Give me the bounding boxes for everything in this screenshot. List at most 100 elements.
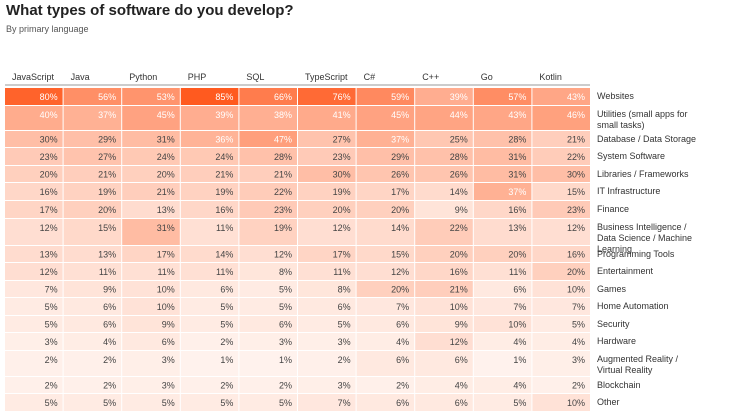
heatmap-cell <box>239 316 297 332</box>
heatmap-cell <box>415 281 473 297</box>
heatmap-cell <box>180 88 239 105</box>
heatmap-cell <box>473 246 532 262</box>
cell-value-label: 8% <box>338 285 351 295</box>
cell-value-label: 9% <box>103 285 116 295</box>
heatmap-cell <box>298 219 356 245</box>
row-label-it-infrastructure: IT Infrastructure <box>597 186 660 196</box>
heatmap-cell <box>180 183 239 200</box>
heatmap-cell <box>298 246 356 262</box>
heatmap-cell <box>5 316 63 332</box>
column-header-typescript: TypeScript <box>305 72 348 82</box>
heatmap-cell <box>298 333 356 350</box>
heatmap-cell <box>473 394 532 411</box>
cell-value-label: 7% <box>572 302 585 312</box>
heatmap-cell <box>356 88 415 105</box>
column-header-javascript: JavaScript <box>12 72 55 82</box>
cell-value-label: 5% <box>103 398 116 408</box>
column-header-java: Java <box>71 72 90 82</box>
heatmap-cell <box>239 148 297 165</box>
heatmap-cell <box>5 166 63 182</box>
cell-value-label: 10% <box>508 320 526 330</box>
cell-value-label: 6% <box>338 302 351 312</box>
cell-value-label: 10% <box>157 302 175 312</box>
cell-value-label: 24% <box>215 152 233 162</box>
heatmap-cell <box>532 201 590 218</box>
cell-value-label: 7% <box>396 302 409 312</box>
cell-value-label: 31% <box>508 170 526 180</box>
cell-value-label: 16% <box>508 205 526 215</box>
chart-subtitle: By primary language <box>6 24 89 34</box>
heatmap-cell <box>356 246 415 262</box>
heatmap-cell <box>356 131 415 147</box>
cell-value-label: 4% <box>572 337 585 347</box>
cell-value-label: 39% <box>215 110 233 120</box>
cell-value-label: 20% <box>98 205 116 215</box>
cell-value-label: 30% <box>40 135 58 145</box>
cell-value-label: 22% <box>450 223 468 233</box>
heatmap-cell <box>356 351 415 376</box>
cell-value-label: 2% <box>338 355 351 365</box>
heatmap-cell <box>415 219 473 245</box>
cell-value-label: 5% <box>45 398 58 408</box>
cell-value-label: 22% <box>567 152 585 162</box>
cell-value-label: 30% <box>567 170 585 180</box>
cell-value-label: 5% <box>513 398 526 408</box>
cell-value-label: 66% <box>274 92 292 102</box>
cell-value-label: 28% <box>274 152 292 162</box>
cell-value-label: 27% <box>333 135 351 145</box>
heatmap-cell <box>63 88 122 105</box>
cell-value-label: 45% <box>391 110 409 120</box>
heatmap-cell <box>122 316 180 332</box>
cell-value-label: 2% <box>572 381 585 391</box>
heatmap-cell <box>122 88 180 105</box>
cell-value-label: 20% <box>508 250 526 260</box>
heatmap-cell <box>532 377 590 393</box>
heatmap-cell <box>532 394 590 411</box>
cell-value-label: 11% <box>216 267 233 277</box>
heatmap-cell <box>298 183 356 200</box>
heatmap-cell <box>180 394 239 411</box>
cell-value-label: 27% <box>98 152 116 162</box>
cell-value-label: 36% <box>215 135 233 145</box>
cell-value-label: 20% <box>391 205 409 215</box>
heatmap-cell <box>63 201 122 218</box>
heatmap-cell <box>298 106 356 130</box>
heatmap-cell <box>415 166 473 182</box>
row-label-websites: Websites <box>597 91 634 101</box>
heatmap-cell <box>298 377 356 393</box>
heatmap-cell <box>63 263 122 280</box>
heatmap-cell <box>532 148 590 165</box>
heatmap-cell <box>356 316 415 332</box>
cell-value-label: 9% <box>455 320 468 330</box>
cell-value-label: 19% <box>274 223 292 233</box>
heatmap-cell <box>239 88 297 105</box>
cell-value-label: 17% <box>40 205 58 215</box>
cell-value-label: 46% <box>567 110 585 120</box>
row-label-system-software: System Software <box>597 151 665 161</box>
heatmap-cell <box>180 131 239 147</box>
heatmap-cell <box>180 298 239 315</box>
cell-value-label: 15% <box>567 187 585 197</box>
heatmap-cell <box>298 351 356 376</box>
cell-value-label: 16% <box>215 205 233 215</box>
heatmap-cell <box>473 316 532 332</box>
cell-value-label: 57% <box>508 92 526 102</box>
heatmap-cell <box>122 263 180 280</box>
heatmap-cell <box>239 351 297 376</box>
cell-value-label: 17% <box>333 250 351 260</box>
heatmap-cell <box>122 377 180 393</box>
cell-value-label: 6% <box>455 398 468 408</box>
heatmap-cell <box>63 377 122 393</box>
cell-value-label: 37% <box>508 187 526 197</box>
heatmap-cell <box>298 201 356 218</box>
cell-value-label: 11% <box>157 267 174 277</box>
heatmap-cell <box>122 166 180 182</box>
heatmap-cell <box>473 219 532 245</box>
cell-value-label: 10% <box>567 398 585 408</box>
heatmap-cell <box>180 333 239 350</box>
heatmap-cell <box>63 106 122 130</box>
heatmap-cell <box>63 298 122 315</box>
heatmap-cell <box>298 316 356 332</box>
heatmap-cell <box>5 263 63 280</box>
